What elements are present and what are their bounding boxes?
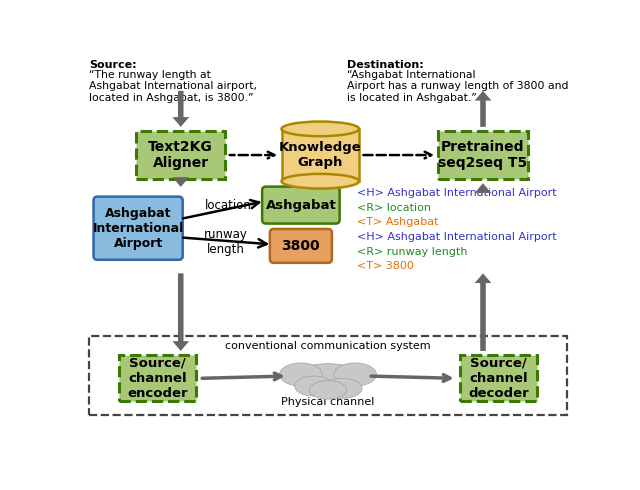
- Text: Source/
channel
encoder: Source/ channel encoder: [127, 357, 188, 400]
- Text: Pretrained
seq2seq T5: Pretrained seq2seq T5: [438, 140, 527, 170]
- Text: Text2KG
Aligner: Text2KG Aligner: [148, 140, 213, 170]
- Text: “The runway length at
Ashgabat International airport,
located in Ashgabat, is 38: “The runway length at Ashgabat Internati…: [90, 70, 257, 103]
- FancyBboxPatch shape: [460, 355, 537, 401]
- Text: Ashgabat
International
Airport: Ashgabat International Airport: [93, 207, 184, 250]
- Text: Source:: Source:: [90, 60, 137, 71]
- Text: <H> Ashgabat International Airport: <H> Ashgabat International Airport: [358, 232, 557, 242]
- Text: <R> location: <R> location: [358, 203, 431, 213]
- Ellipse shape: [322, 378, 362, 398]
- Text: location: location: [205, 198, 252, 212]
- Ellipse shape: [282, 122, 359, 136]
- FancyBboxPatch shape: [438, 131, 527, 179]
- Text: runway
length: runway length: [204, 228, 248, 256]
- Ellipse shape: [309, 381, 347, 399]
- Text: <R> runway length: <R> runway length: [358, 246, 468, 257]
- Text: <H> Ashgabat International Airport: <H> Ashgabat International Airport: [358, 188, 557, 198]
- Text: Ashgabat: Ashgabat: [266, 198, 336, 212]
- Text: Destination:: Destination:: [348, 60, 424, 71]
- FancyBboxPatch shape: [262, 187, 340, 223]
- FancyBboxPatch shape: [136, 131, 225, 179]
- Bar: [282, 129, 359, 181]
- Ellipse shape: [294, 376, 333, 396]
- Ellipse shape: [280, 363, 322, 386]
- FancyBboxPatch shape: [119, 355, 196, 401]
- Text: conventional communication system: conventional communication system: [225, 341, 431, 351]
- Text: 3800: 3800: [282, 239, 320, 253]
- Ellipse shape: [334, 363, 376, 386]
- Text: “Ashgabat International
Airport has a runway length of 3800 and
is located in As: “Ashgabat International Airport has a ru…: [348, 70, 569, 103]
- Ellipse shape: [293, 364, 363, 392]
- Text: Physical channel: Physical channel: [282, 397, 374, 407]
- Text: <T> Ashgabat: <T> Ashgabat: [358, 218, 439, 227]
- Text: <T> 3800: <T> 3800: [358, 261, 414, 271]
- FancyBboxPatch shape: [93, 196, 182, 260]
- Ellipse shape: [282, 174, 359, 189]
- Text: Knowledge
Graph: Knowledge Graph: [279, 141, 362, 169]
- Text: Source/
channel
decoder: Source/ channel decoder: [468, 357, 529, 400]
- FancyBboxPatch shape: [270, 229, 332, 263]
